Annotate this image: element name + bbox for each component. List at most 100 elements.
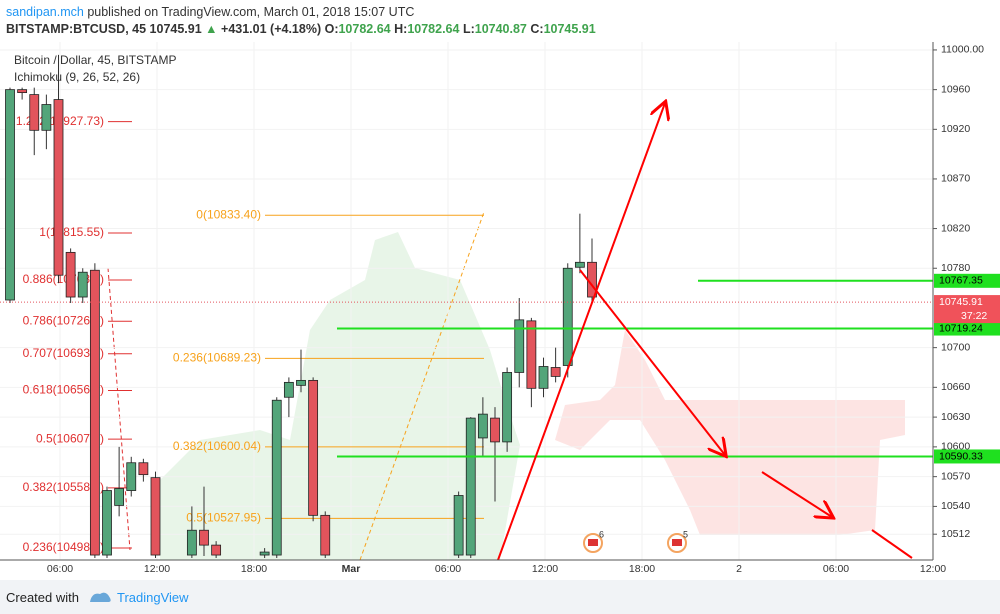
candle-body <box>296 379 306 386</box>
x-tick-label: 18:00 <box>241 563 267 575</box>
price-tag <box>934 321 1000 336</box>
candle-body <box>465 417 476 556</box>
fib-label: 0.382(10600.04) <box>173 439 261 453</box>
fib-label: 1(10815.55) <box>39 225 104 239</box>
axes: 11000.00 10960 10920 10870 10820 10780 10700 10… <box>47 44 1000 575</box>
x-tick-label: 06:00 <box>823 563 849 575</box>
price-tag <box>934 295 1000 324</box>
fib-label: 0.236(10498.1) <box>23 540 104 554</box>
candle-body <box>77 271 88 298</box>
cloud-green <box>160 232 520 560</box>
x-tick-label: 12:00 <box>920 563 946 575</box>
publish-line: sandipan.mch published on TradingView.co… <box>6 4 596 21</box>
y-tick-label: 10660 <box>941 381 970 393</box>
change: +431.01 (+4.18%) <box>221 22 322 36</box>
last: 10745.91 <box>149 22 202 36</box>
y-tick-label: 10630 <box>941 411 970 423</box>
candle-body <box>29 94 40 131</box>
x-tick-label: 18:00 <box>629 563 655 575</box>
event-flag <box>588 539 598 546</box>
logo <box>90 592 111 602</box>
fib-label: 0.236(10689.23) <box>173 350 261 364</box>
legend-indicator: Ichimoku (9, 26, 52, 26) <box>14 70 140 84</box>
h: 10782.64 <box>407 22 460 36</box>
arrow <box>761 471 832 517</box>
price-tag <box>934 449 1000 464</box>
event-count: 6 <box>599 529 604 539</box>
candle-body <box>138 462 149 476</box>
price-tag-label: 10590.33 <box>939 450 983 462</box>
candle-body <box>490 417 500 443</box>
candle-body <box>526 320 537 389</box>
candle-body <box>17 89 28 94</box>
candle-body <box>102 490 112 556</box>
y-tick-label: 10820 <box>941 222 970 234</box>
candle-body <box>211 544 222 556</box>
x-tick-label: 12:00 <box>532 563 558 575</box>
price-tag <box>934 273 1000 288</box>
y-tick-label: 10780 <box>941 262 970 274</box>
candle-body <box>53 99 64 276</box>
event-count: 5 <box>683 529 688 539</box>
footer: Created with TradingView <box>0 580 1000 614</box>
price-tag-label: 10745.91 <box>939 296 983 308</box>
price-tag-label: 10767.35 <box>939 275 983 287</box>
candle-body <box>271 399 282 556</box>
fib-label: 0.618(10656.8) <box>23 383 104 397</box>
candle-body <box>320 514 331 556</box>
candle-body <box>186 529 197 556</box>
fib-label: 0(10833.40) <box>196 207 261 221</box>
y-tick-label: 10700 <box>941 341 970 353</box>
arrow: ▲ <box>205 22 218 36</box>
fib-trend <box>359 211 485 560</box>
event-flag <box>672 539 682 546</box>
arrow <box>871 529 913 559</box>
legend-title: Bitcoin / Dollar, 45, BITSTAMP <box>14 53 177 67</box>
y-tick-label: 10540 <box>941 500 970 512</box>
countdown: 37:22 <box>961 310 987 322</box>
fib-label: 0.786(10726.6) <box>23 313 104 327</box>
fib-label: 0.382(10558.7) <box>23 480 104 494</box>
candles <box>5 54 597 559</box>
candle-body <box>477 413 488 439</box>
x-tick-label: 12:00 <box>144 563 170 575</box>
published: published on TradingView.com, March 01, … <box>87 5 415 19</box>
y-tick-label: 11000.00 <box>941 44 984 56</box>
h-label: H: <box>394 22 408 36</box>
cloud-red <box>555 330 905 535</box>
candle-body <box>550 367 561 377</box>
quote-line: BITSTAMP:BTCUSD, 45 10745.91 ▲ +431.01 (… <box>6 21 596 38</box>
symbol: BITSTAMP:BTCUSD, 45 <box>6 22 147 36</box>
chart: 1.272(10927.73)1(10815.55)0.886(10768.2)… <box>0 42 1000 575</box>
o-label: O: <box>324 22 339 36</box>
candle-body <box>126 462 137 491</box>
candle-body <box>538 366 549 389</box>
y-tick-label: 10570 <box>941 470 970 482</box>
author[interactable]: sandipan.mch <box>6 5 84 19</box>
fib-label: 0.5(10527.95) <box>186 511 261 525</box>
header: sandipan.mch published on TradingView.co… <box>6 4 596 38</box>
candle-body <box>308 379 319 516</box>
x-tick-label: 2 <box>736 563 742 575</box>
candle-body <box>114 488 125 506</box>
fib-label: 0.707(10693.8) <box>23 346 104 360</box>
created: Created with <box>6 590 79 605</box>
c: 10745.91 <box>543 22 596 36</box>
candle-body <box>150 477 161 556</box>
l-label: L: <box>462 22 475 36</box>
candle-body <box>502 372 513 443</box>
y-tick-label: 10512 <box>941 528 970 540</box>
candle-body <box>5 89 15 301</box>
brand[interactable]: TradingView <box>117 590 189 605</box>
price-tag-label: 10719.24 <box>939 322 983 334</box>
x-tick-label: Mar <box>342 563 361 575</box>
arrow <box>579 269 725 455</box>
fib-trend <box>107 267 131 551</box>
candle-body <box>562 267 573 366</box>
candle-body <box>41 104 52 131</box>
c-label: C: <box>530 22 544 36</box>
candle-body <box>514 319 525 373</box>
x-tick-label: 06:00 <box>47 563 73 575</box>
